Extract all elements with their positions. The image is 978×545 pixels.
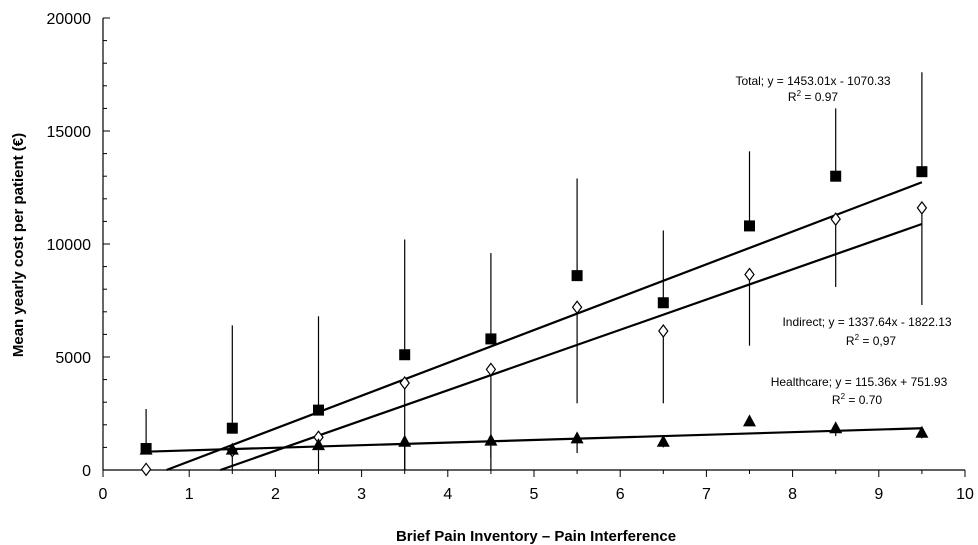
annotation-healthcare: Healthcare; y = 115.36x + 751.93 R2 = 0.… bbox=[771, 375, 948, 407]
marker-indirect bbox=[485, 362, 497, 377]
x-axis-ticks: 0 1 2 3 4 5 6 7 8 9 10 bbox=[99, 470, 974, 503]
annotation-indirect-equation: Indirect; y = 1337.64x - 1822.13 bbox=[782, 315, 951, 329]
marker-total bbox=[830, 170, 842, 182]
x-tick-label: 8 bbox=[788, 486, 797, 503]
marker-total bbox=[313, 404, 324, 416]
marker-indirect bbox=[830, 212, 841, 227]
y-tick-label: 0 bbox=[82, 463, 91, 480]
x-tick-label: 6 bbox=[616, 486, 625, 503]
marker-total bbox=[571, 270, 583, 282]
trend-line-total bbox=[166, 181, 923, 472]
marker-healthcare bbox=[312, 438, 325, 451]
marker-healthcare bbox=[225, 442, 239, 455]
marker-healthcare bbox=[829, 421, 843, 434]
marker-total bbox=[226, 422, 238, 434]
error-bars bbox=[145, 72, 923, 470]
annotation-healthcare-equation: Healthcare; y = 115.36x + 751.93 bbox=[771, 375, 948, 389]
marker-indirect bbox=[744, 267, 755, 282]
trend-line-indirect bbox=[220, 222, 923, 472]
y-tick-label: 20000 bbox=[47, 11, 92, 28]
x-axis-title: Brief Pain Inventory – Pain Interference bbox=[396, 528, 676, 545]
x-tick-label: 3 bbox=[357, 486, 366, 503]
trend-line-healthcare bbox=[146, 427, 922, 453]
x-tick-label: 7 bbox=[702, 486, 711, 503]
y-tick-label: 15000 bbox=[47, 124, 92, 141]
marker-healthcare bbox=[484, 433, 498, 446]
axes: 0 5000 10000 15000 20000 0 1 2 3 4 5 6 7 8 9 10 bbox=[47, 11, 975, 503]
marker-total bbox=[399, 349, 411, 361]
marker-healthcare bbox=[915, 425, 929, 438]
marker-total bbox=[657, 297, 669, 309]
annotation-indirect: Indirect; y = 1337.64x - 1822.13 R2 = 0,… bbox=[782, 315, 951, 348]
trend-lines bbox=[146, 181, 923, 472]
marker-healthcare bbox=[570, 431, 584, 444]
marker-indirect bbox=[399, 375, 410, 390]
marker-healthcare bbox=[398, 434, 412, 447]
annotation-indirect-r2: R2 = 0,97 bbox=[846, 333, 896, 348]
marker-total bbox=[916, 166, 928, 178]
x-tick-label: 1 bbox=[185, 486, 194, 503]
x-tick-label: 9 bbox=[874, 486, 883, 503]
x-tick-label: 10 bbox=[956, 486, 974, 503]
x-tick-label: 5 bbox=[530, 486, 539, 503]
annotation-total: Total; y = 1453.01x - 1070.33 R2 = 0.97 bbox=[735, 74, 890, 104]
x-tick-label: 0 bbox=[99, 486, 108, 503]
marker-indirect bbox=[571, 300, 583, 315]
marker-indirect bbox=[140, 462, 152, 477]
annotation-total-r2: R2 = 0.97 bbox=[788, 89, 838, 104]
marker-total bbox=[744, 220, 755, 232]
trend-annotations: Total; y = 1453.01x - 1070.33 R2 = 0.97 … bbox=[735, 74, 951, 407]
y-tick-label: 5000 bbox=[55, 350, 91, 367]
data-markers bbox=[139, 166, 929, 477]
annotation-healthcare-r2: R2 = 0.70 bbox=[832, 392, 882, 407]
y-axis-ticks: 0 5000 10000 15000 20000 bbox=[47, 11, 110, 480]
marker-total bbox=[485, 333, 497, 345]
marker-healthcare bbox=[656, 434, 670, 447]
marker-healthcare bbox=[139, 442, 153, 455]
marker-indirect bbox=[658, 324, 669, 339]
annotation-total-equation: Total; y = 1453.01x - 1070.33 bbox=[735, 74, 890, 88]
y-axis-title: Mean yearly cost per patient (€) bbox=[10, 133, 27, 357]
marker-indirect bbox=[916, 200, 928, 215]
x-tick-label: 2 bbox=[271, 486, 280, 503]
marker-healthcare bbox=[743, 414, 756, 427]
y-tick-label: 10000 bbox=[47, 237, 92, 254]
x-tick-label: 4 bbox=[443, 486, 452, 503]
